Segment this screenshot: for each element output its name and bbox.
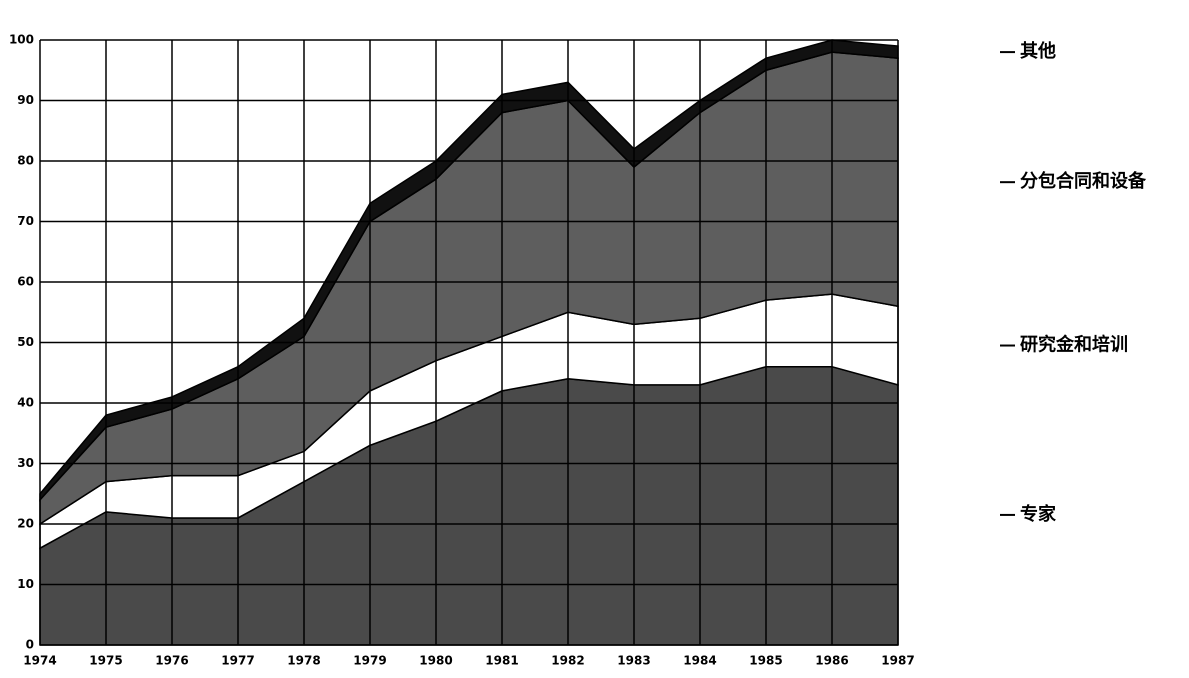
- y-tick-label: 10: [17, 577, 34, 591]
- x-tick-label: 1984: [683, 654, 716, 668]
- x-tick-label: 1977: [221, 654, 254, 668]
- x-tick-label: 1985: [749, 654, 782, 668]
- y-tick-label: 90: [17, 93, 34, 107]
- legend-label: 研究金和培训: [1020, 334, 1128, 356]
- x-tick-label: 1986: [815, 654, 848, 668]
- legend-label: 分包合同和设备: [1020, 170, 1147, 192]
- x-tick-label: 1981: [485, 654, 518, 668]
- x-tick-label: 1975: [89, 654, 122, 668]
- y-tick-label: 30: [17, 456, 34, 470]
- y-tick-label: 70: [17, 214, 34, 228]
- legend-label: 其他: [1020, 40, 1056, 62]
- y-tick-label: 50: [17, 335, 34, 349]
- x-tick-label: 1987: [881, 654, 914, 668]
- x-tick-label: 1978: [287, 654, 320, 668]
- y-tick-label: 20: [17, 517, 34, 531]
- x-tick-label: 1979: [353, 654, 386, 668]
- x-tick-label: 1974: [23, 654, 56, 668]
- y-tick-label: 80: [17, 154, 34, 168]
- y-tick-label: 60: [17, 275, 34, 289]
- x-tick-label: 1980: [419, 654, 452, 668]
- y-tick-label: 100: [9, 33, 34, 47]
- x-tick-label: 1983: [617, 654, 650, 668]
- y-tick-label: 40: [17, 396, 34, 410]
- y-tick-label: 0: [26, 638, 34, 652]
- legend-label: 专家: [1020, 503, 1057, 525]
- x-tick-label: 1976: [155, 654, 188, 668]
- x-tick-label: 1982: [551, 654, 584, 668]
